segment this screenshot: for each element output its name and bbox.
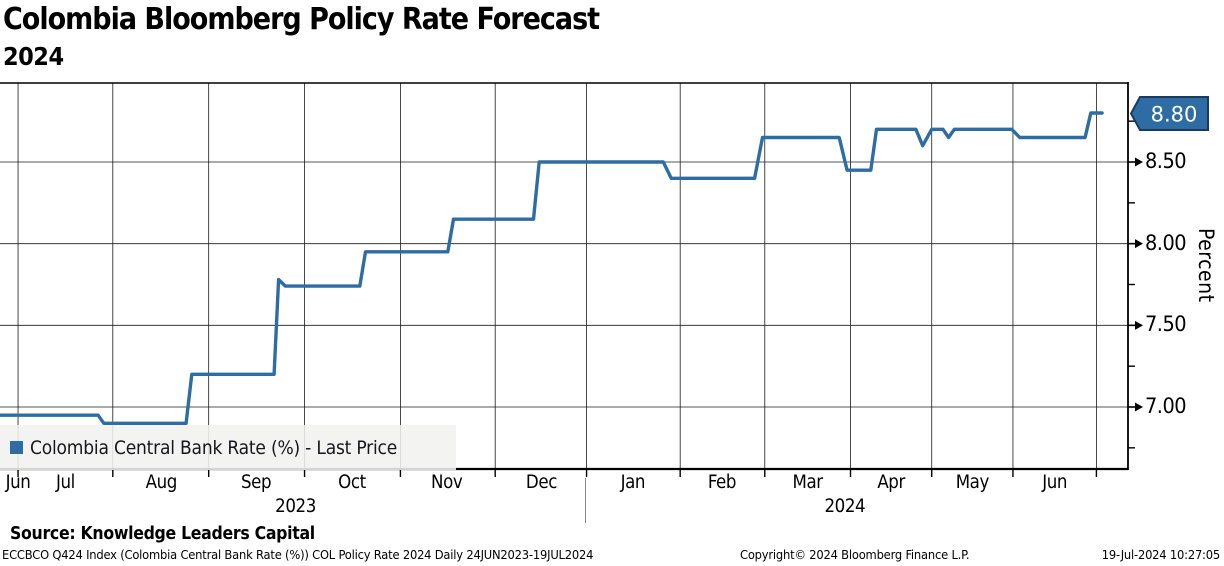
y-tick-label: 8.50 [1145, 149, 1187, 174]
legend-label: Colombia Central Bank Rate (%) - Last Pr… [30, 436, 398, 459]
rate-line [0, 111, 1104, 425]
y-tick-arrow-icon [1135, 320, 1143, 330]
footer-source: Source: Knowledge Leaders Capital [10, 524, 315, 544]
footer-copyright: Copyright© 2024 Bloomberg Finance L.P. [740, 548, 970, 563]
x-month-label: Sep [240, 472, 272, 493]
last-price-badge-shape [1129, 96, 1209, 131]
legend-marker-icon [10, 441, 23, 454]
year-separator [585, 478, 586, 523]
x-month-label: Dec [525, 472, 557, 493]
plot-area: Colombia Central Bank Rate (%) - Last Pr… [0, 82, 1150, 480]
x-month-label: Nov [431, 472, 463, 493]
x-month-label: Jan [620, 472, 646, 493]
legend: Colombia Central Bank Rate (%) - Last Pr… [0, 425, 456, 470]
plot-svg [0, 82, 1143, 477]
x-month-label: Jul [55, 472, 75, 493]
x-month-label: Jun [1042, 472, 1068, 493]
last-price-badge: 8.80 [1129, 96, 1209, 131]
y-tick-label: 7.50 [1145, 312, 1187, 338]
y-tick-label: 7.00 [1145, 394, 1187, 419]
x-month-label: Feb [707, 472, 737, 493]
y-tick-arrow-icon [1135, 157, 1143, 167]
x-month-label: Oct [338, 472, 366, 493]
chart-subtitle: 2024 [3, 42, 64, 71]
y-axis-tick-labels: 7.00 7.50 8.00 8.50 [1145, 0, 1215, 566]
y-tick-arrow-icon [1135, 239, 1143, 249]
x-month-label: May [955, 472, 990, 493]
x-month-label: Jun [5, 472, 31, 493]
y-tick-label: 8.00 [1145, 230, 1187, 256]
x-month-label: Mar [792, 472, 824, 493]
x-axis-year-labels: 2023 2024 [0, 496, 1128, 520]
x-axis-month-labels: Jun Jul Aug Sep Oct Nov Dec Jan Feb Mar Apr May Jun [0, 472, 1128, 496]
chart-title: Colombia Bloomberg Policy Rate Forecast [3, 2, 600, 37]
x-year-label: 2023 [275, 496, 316, 517]
x-year-label: 2024 [824, 496, 866, 517]
footer-datetime: 19-Jul-2024 10:27:05 [1101, 548, 1220, 563]
x-month-label: Aug [145, 472, 178, 493]
last-price-badge-text: 8.80 [1151, 103, 1198, 127]
x-month-label: Apr [877, 472, 905, 493]
y-axis-title: Percent [1194, 228, 1218, 303]
y-tick-arrow-icon [1135, 402, 1143, 412]
footer-ticker: ECCBCO Q424 Index (Colombia Central Bank… [2, 548, 594, 563]
